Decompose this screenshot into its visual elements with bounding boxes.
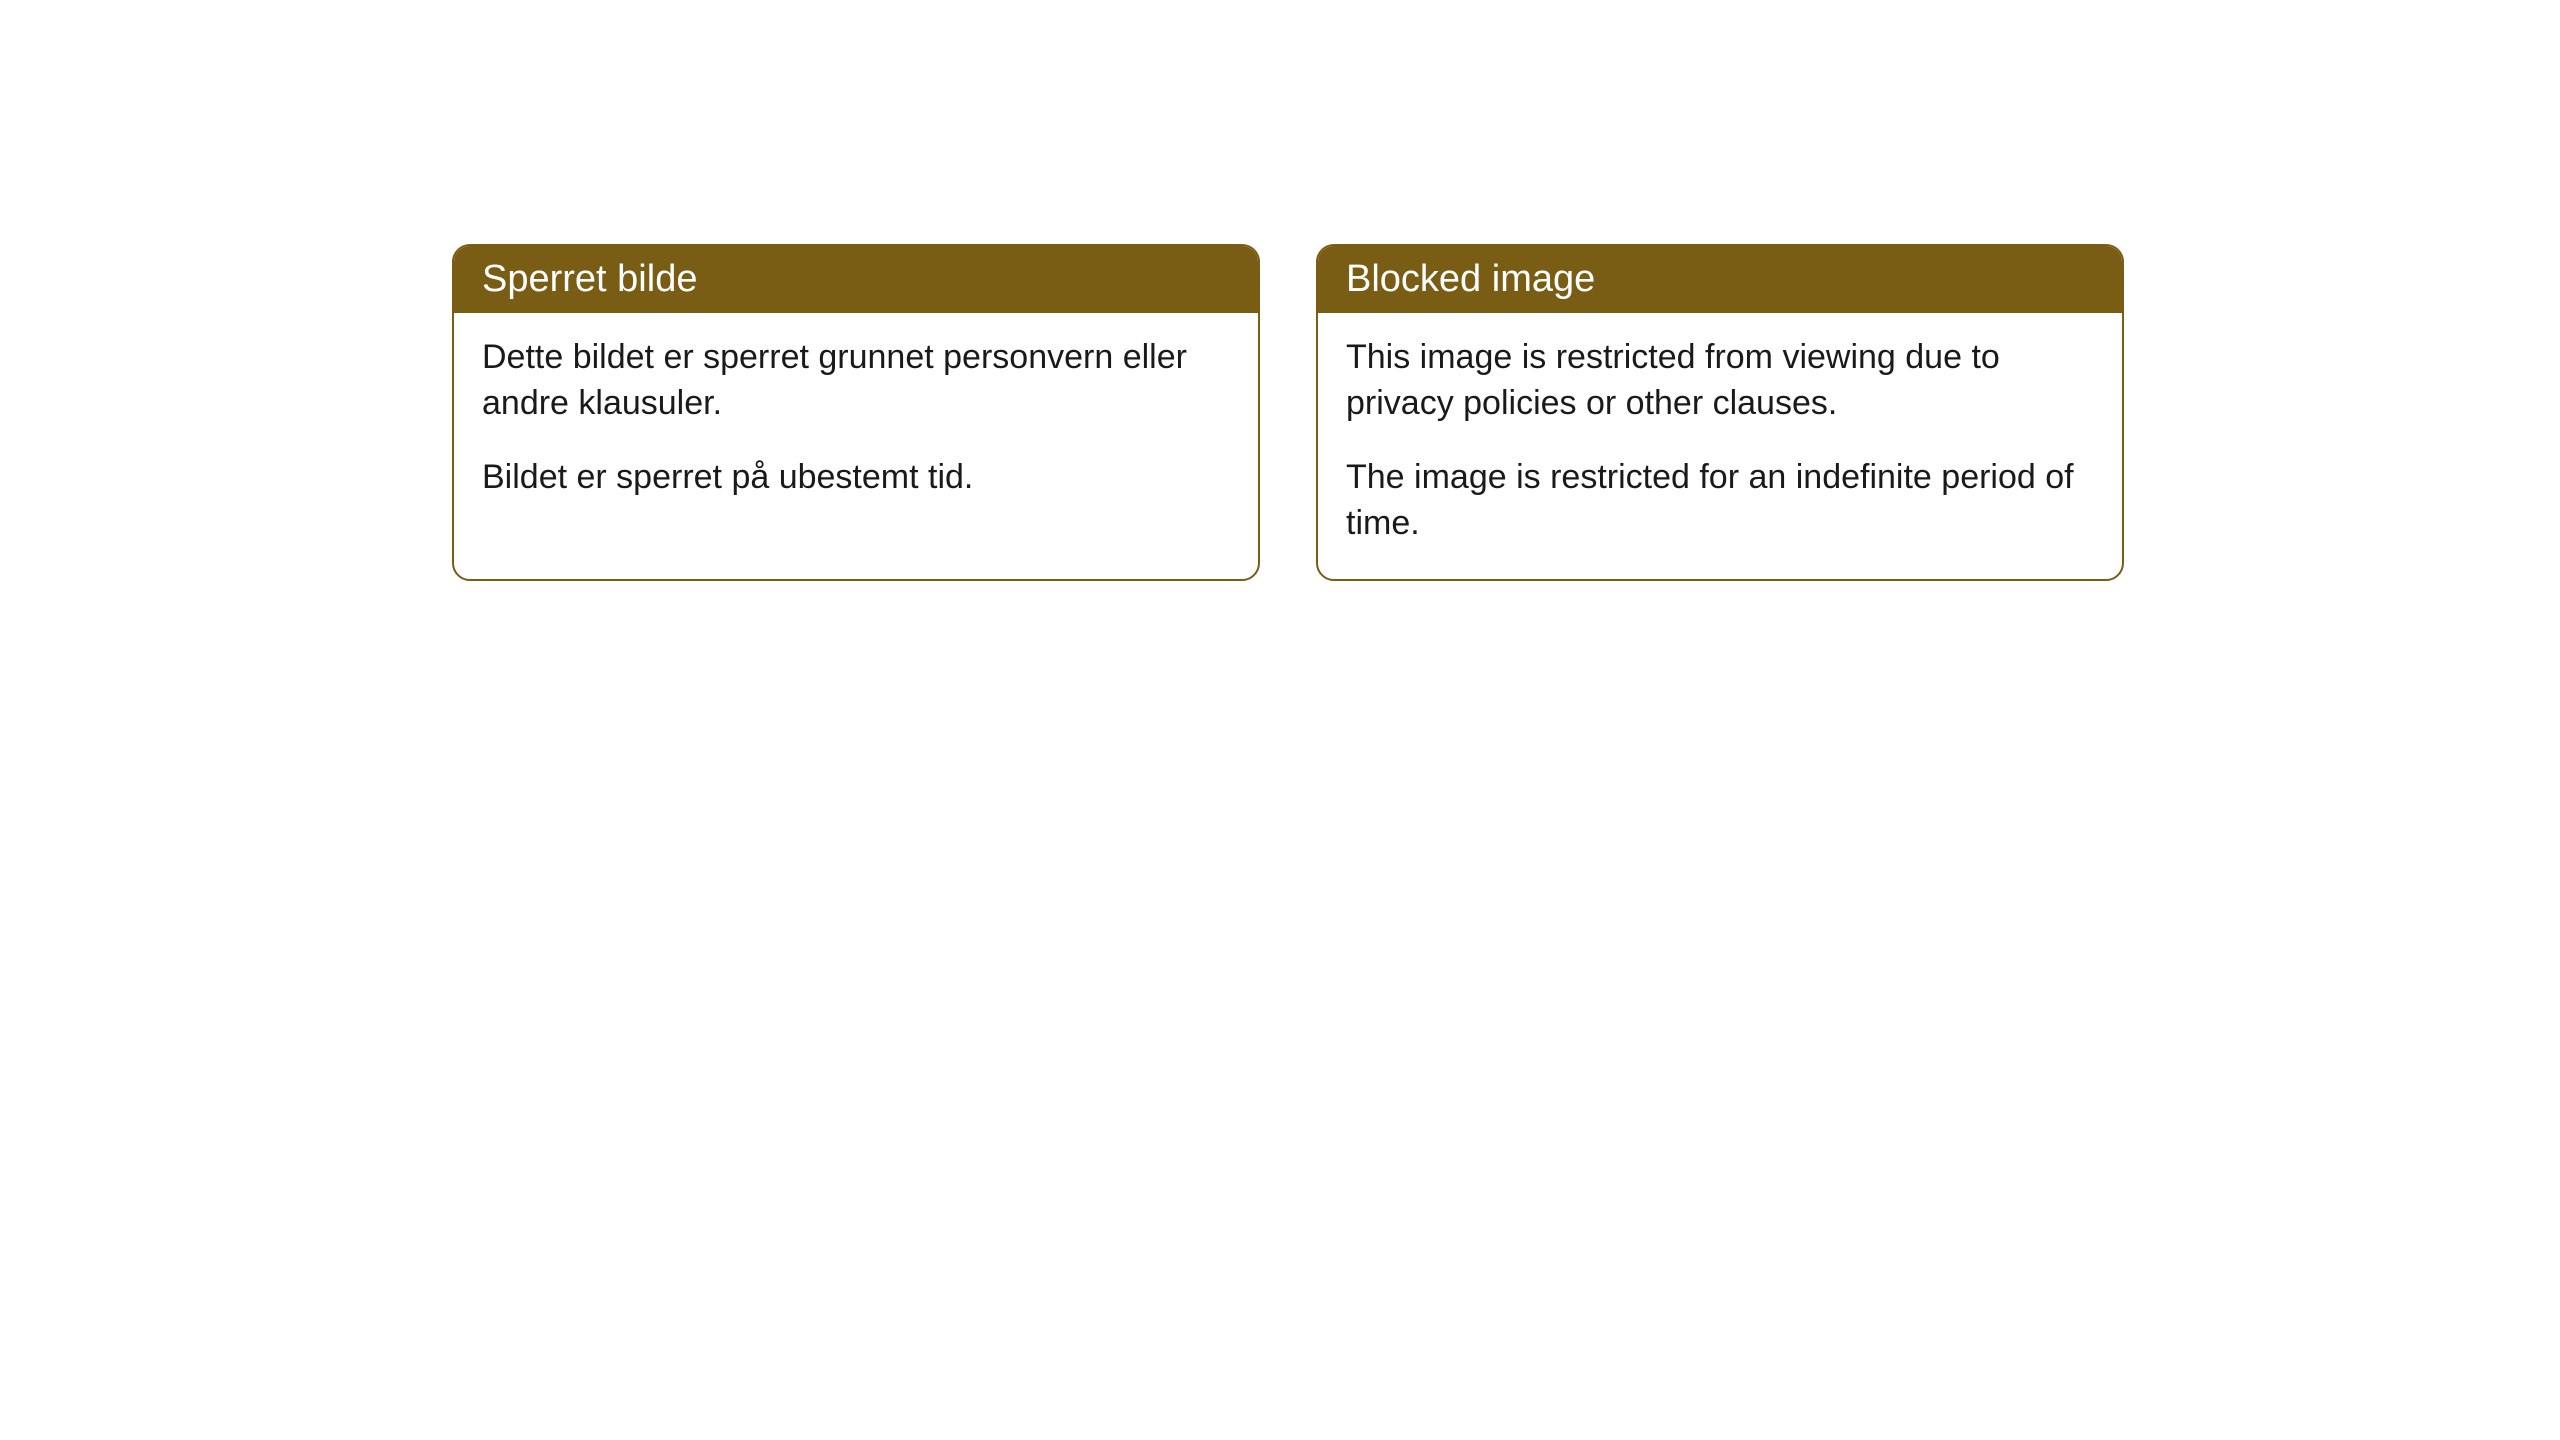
card-title: Blocked image — [1346, 258, 1595, 300]
notice-cards-container: Sperret bilde Dette bildet er sperret gr… — [452, 244, 2124, 581]
card-header: Sperret bilde — [454, 246, 1258, 313]
card-paragraph: This image is restricted from viewing du… — [1346, 335, 2094, 427]
card-paragraph: Dette bildet er sperret grunnet personve… — [482, 335, 1230, 427]
card-paragraph: The image is restricted for an indefinit… — [1346, 455, 2094, 547]
notice-card-english: Blocked image This image is restricted f… — [1316, 244, 2124, 581]
card-paragraph: Bildet er sperret på ubestemt tid. — [482, 455, 1230, 501]
card-body: Dette bildet er sperret grunnet personve… — [454, 313, 1258, 533]
card-title: Sperret bilde — [482, 258, 697, 300]
notice-card-norwegian: Sperret bilde Dette bildet er sperret gr… — [452, 244, 1260, 581]
card-body: This image is restricted from viewing du… — [1318, 313, 2122, 579]
card-header: Blocked image — [1318, 246, 2122, 313]
